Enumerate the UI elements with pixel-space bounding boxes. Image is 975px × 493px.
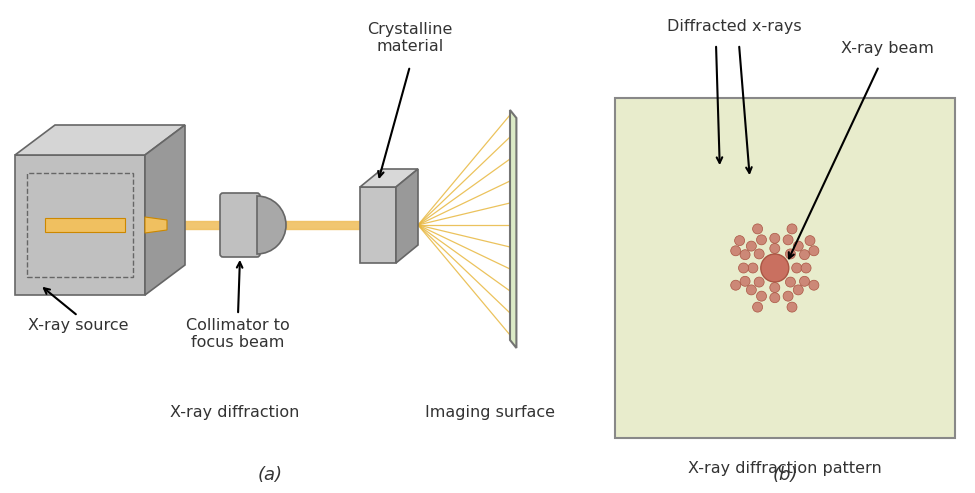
Circle shape	[809, 246, 819, 256]
Circle shape	[770, 244, 780, 253]
Circle shape	[800, 250, 809, 260]
Text: (a): (a)	[257, 466, 283, 484]
Circle shape	[801, 263, 811, 273]
Circle shape	[730, 280, 741, 290]
Circle shape	[770, 233, 780, 243]
Polygon shape	[145, 217, 167, 233]
FancyBboxPatch shape	[220, 193, 260, 257]
Polygon shape	[15, 155, 145, 295]
Bar	[615, 98, 955, 438]
Circle shape	[757, 235, 766, 245]
Text: Diffracted x-rays: Diffracted x-rays	[667, 19, 801, 34]
Circle shape	[754, 249, 764, 259]
Wedge shape	[257, 196, 286, 254]
Circle shape	[760, 254, 789, 282]
Circle shape	[746, 285, 757, 295]
Circle shape	[753, 302, 762, 312]
Circle shape	[770, 293, 780, 303]
Circle shape	[787, 302, 797, 312]
Polygon shape	[396, 169, 418, 263]
Text: Collimator to
focus beam: Collimator to focus beam	[186, 318, 290, 351]
Circle shape	[794, 241, 803, 251]
Circle shape	[730, 246, 741, 256]
Circle shape	[734, 236, 745, 246]
Circle shape	[787, 224, 797, 234]
Text: X-ray source: X-ray source	[27, 318, 129, 333]
Text: Imaging surface: Imaging surface	[425, 406, 555, 421]
Text: Crystalline
material: Crystalline material	[368, 22, 452, 54]
Bar	[45, 218, 125, 232]
Circle shape	[786, 249, 796, 259]
Circle shape	[792, 263, 801, 273]
Polygon shape	[360, 169, 418, 187]
Circle shape	[746, 241, 757, 251]
Polygon shape	[15, 125, 185, 155]
Text: X-ray diffraction pattern: X-ray diffraction pattern	[688, 460, 881, 476]
Circle shape	[770, 282, 780, 292]
Circle shape	[794, 285, 803, 295]
Circle shape	[748, 263, 758, 273]
Circle shape	[783, 291, 793, 301]
Circle shape	[738, 263, 749, 273]
Circle shape	[800, 276, 809, 286]
Polygon shape	[360, 187, 396, 263]
Text: X-ray diffraction: X-ray diffraction	[171, 406, 299, 421]
Circle shape	[740, 276, 750, 286]
Circle shape	[805, 236, 815, 246]
Circle shape	[757, 291, 766, 301]
Circle shape	[753, 224, 762, 234]
Circle shape	[740, 250, 750, 260]
Circle shape	[786, 277, 796, 287]
Circle shape	[754, 277, 764, 287]
Polygon shape	[145, 125, 185, 295]
Circle shape	[783, 235, 793, 245]
Polygon shape	[510, 110, 517, 348]
Circle shape	[809, 280, 819, 290]
Bar	[27, 173, 133, 277]
Text: (b): (b)	[772, 466, 798, 484]
Text: X-ray beam: X-ray beam	[840, 40, 933, 56]
